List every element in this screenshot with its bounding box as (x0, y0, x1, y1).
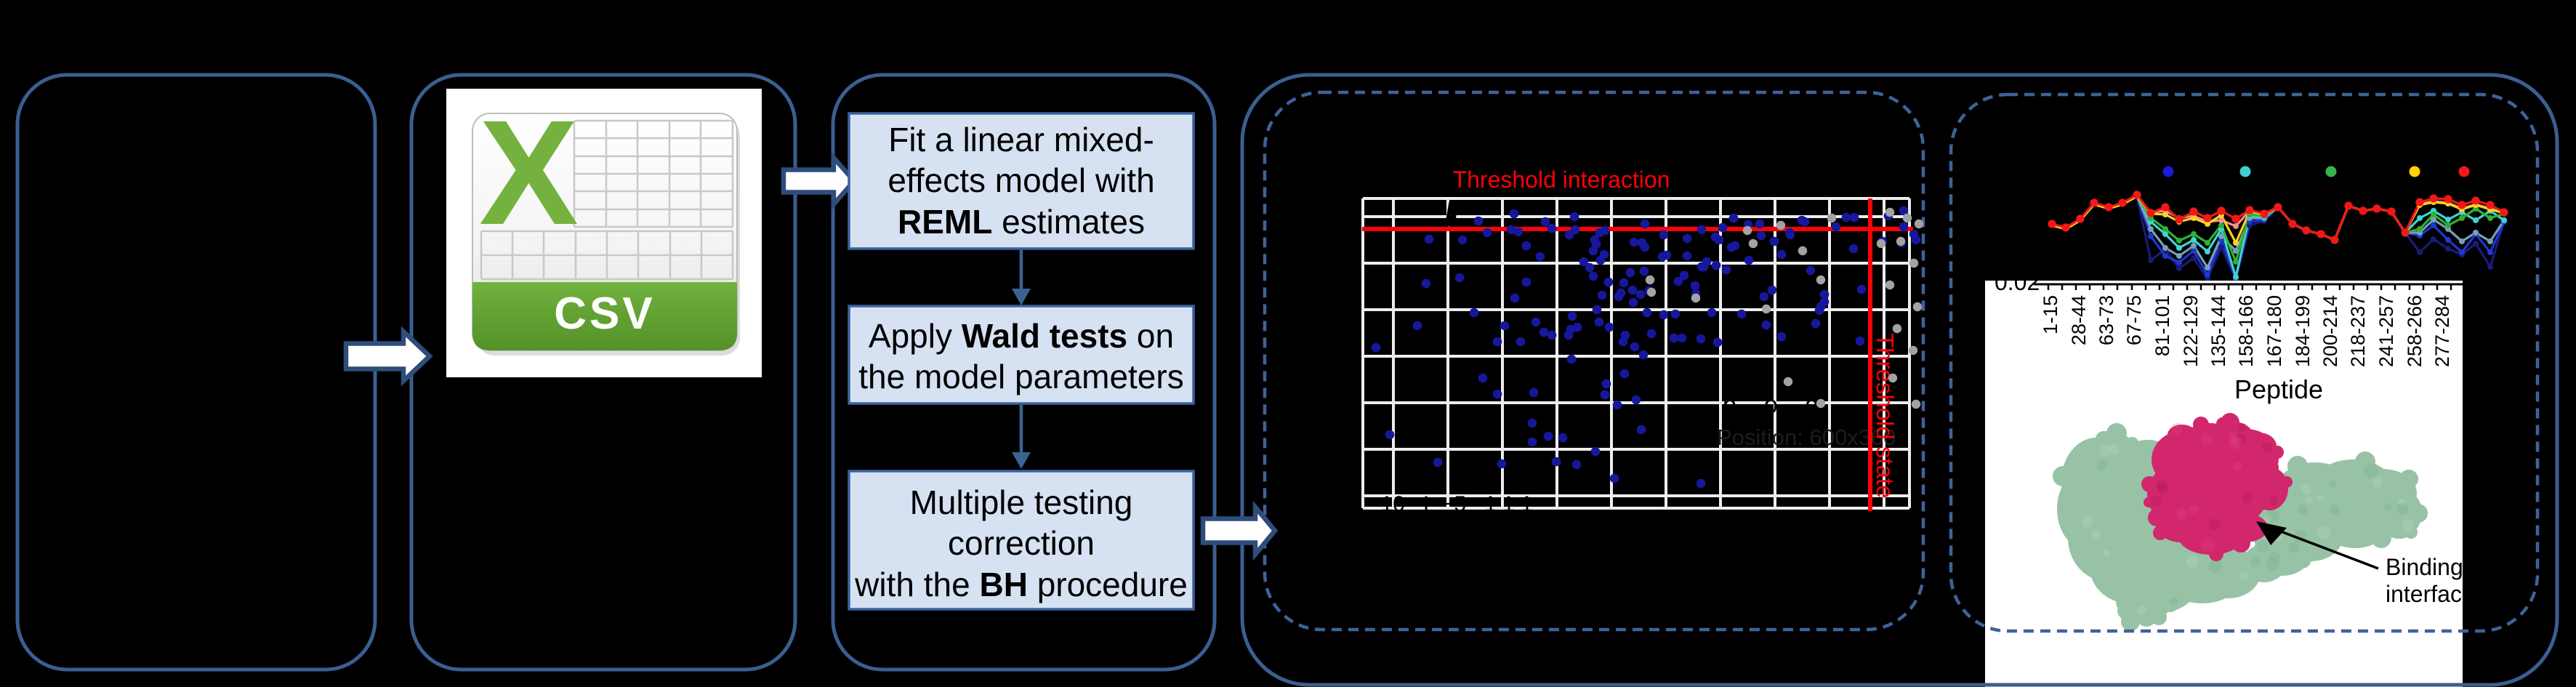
svg-text:Position: 600x360: Position: 600x360 (1717, 425, 1896, 450)
svg-text:Apply Wald tests on: Apply Wald tests on (869, 317, 1174, 355)
svg-text:158-166: 158-166 (2235, 295, 2257, 367)
svg-text:63-73: 63-73 (2096, 295, 2117, 345)
svg-text:184-199: 184-199 (2292, 295, 2314, 367)
svg-text:Fit a linear mixed-: Fit a linear mixed- (888, 121, 1154, 158)
svg-text:28-44: 28-44 (2068, 295, 2090, 345)
svg-text:REML estimates: REML estimates (898, 203, 1145, 241)
svg-text:Threshold state: Threshold state (1872, 333, 1899, 498)
svg-text:218-237: 218-237 (2347, 295, 2369, 367)
svg-text:122-129: 122-129 (2180, 295, 2202, 367)
svg-text:Peptide: Peptide (2234, 374, 2323, 404)
svg-text:67-75: 67-75 (2123, 295, 2145, 345)
svg-text:−10 I −5 1 1 1: −10 I −5 1 1 1 (1368, 492, 1533, 516)
svg-text:Threshold interaction: Threshold interaction (1453, 166, 1670, 193)
svg-text:X: X (479, 89, 579, 256)
svg-text:277-284: 277-284 (2431, 295, 2453, 367)
svg-text:p o q: p o q (1723, 391, 1819, 419)
svg-text:135-144: 135-144 (2207, 295, 2229, 367)
svg-text:correction: correction (948, 524, 1095, 562)
svg-text:1-15: 1-15 (2040, 295, 2061, 334)
svg-text:Binding: Binding (2386, 554, 2463, 580)
svg-text:the model parameters: the model parameters (858, 358, 1183, 395)
svg-text:interface: interface (2386, 581, 2475, 607)
svg-text:Multiple testing: Multiple testing (910, 483, 1133, 521)
svg-text:258-266: 258-266 (2404, 295, 2426, 367)
svg-text:with the BH procedure: with the BH procedure (854, 566, 1188, 603)
svg-text:81-101: 81-101 (2152, 295, 2173, 356)
svg-text:200-214: 200-214 (2319, 295, 2341, 367)
svg-text:241-257: 241-257 (2375, 295, 2397, 367)
svg-text:0.02: 0.02 (1995, 269, 2040, 295)
svg-text:167-180: 167-180 (2263, 295, 2285, 367)
svg-text:CSV: CSV (554, 289, 655, 339)
svg-text:effects model with: effects model with (887, 161, 1154, 199)
